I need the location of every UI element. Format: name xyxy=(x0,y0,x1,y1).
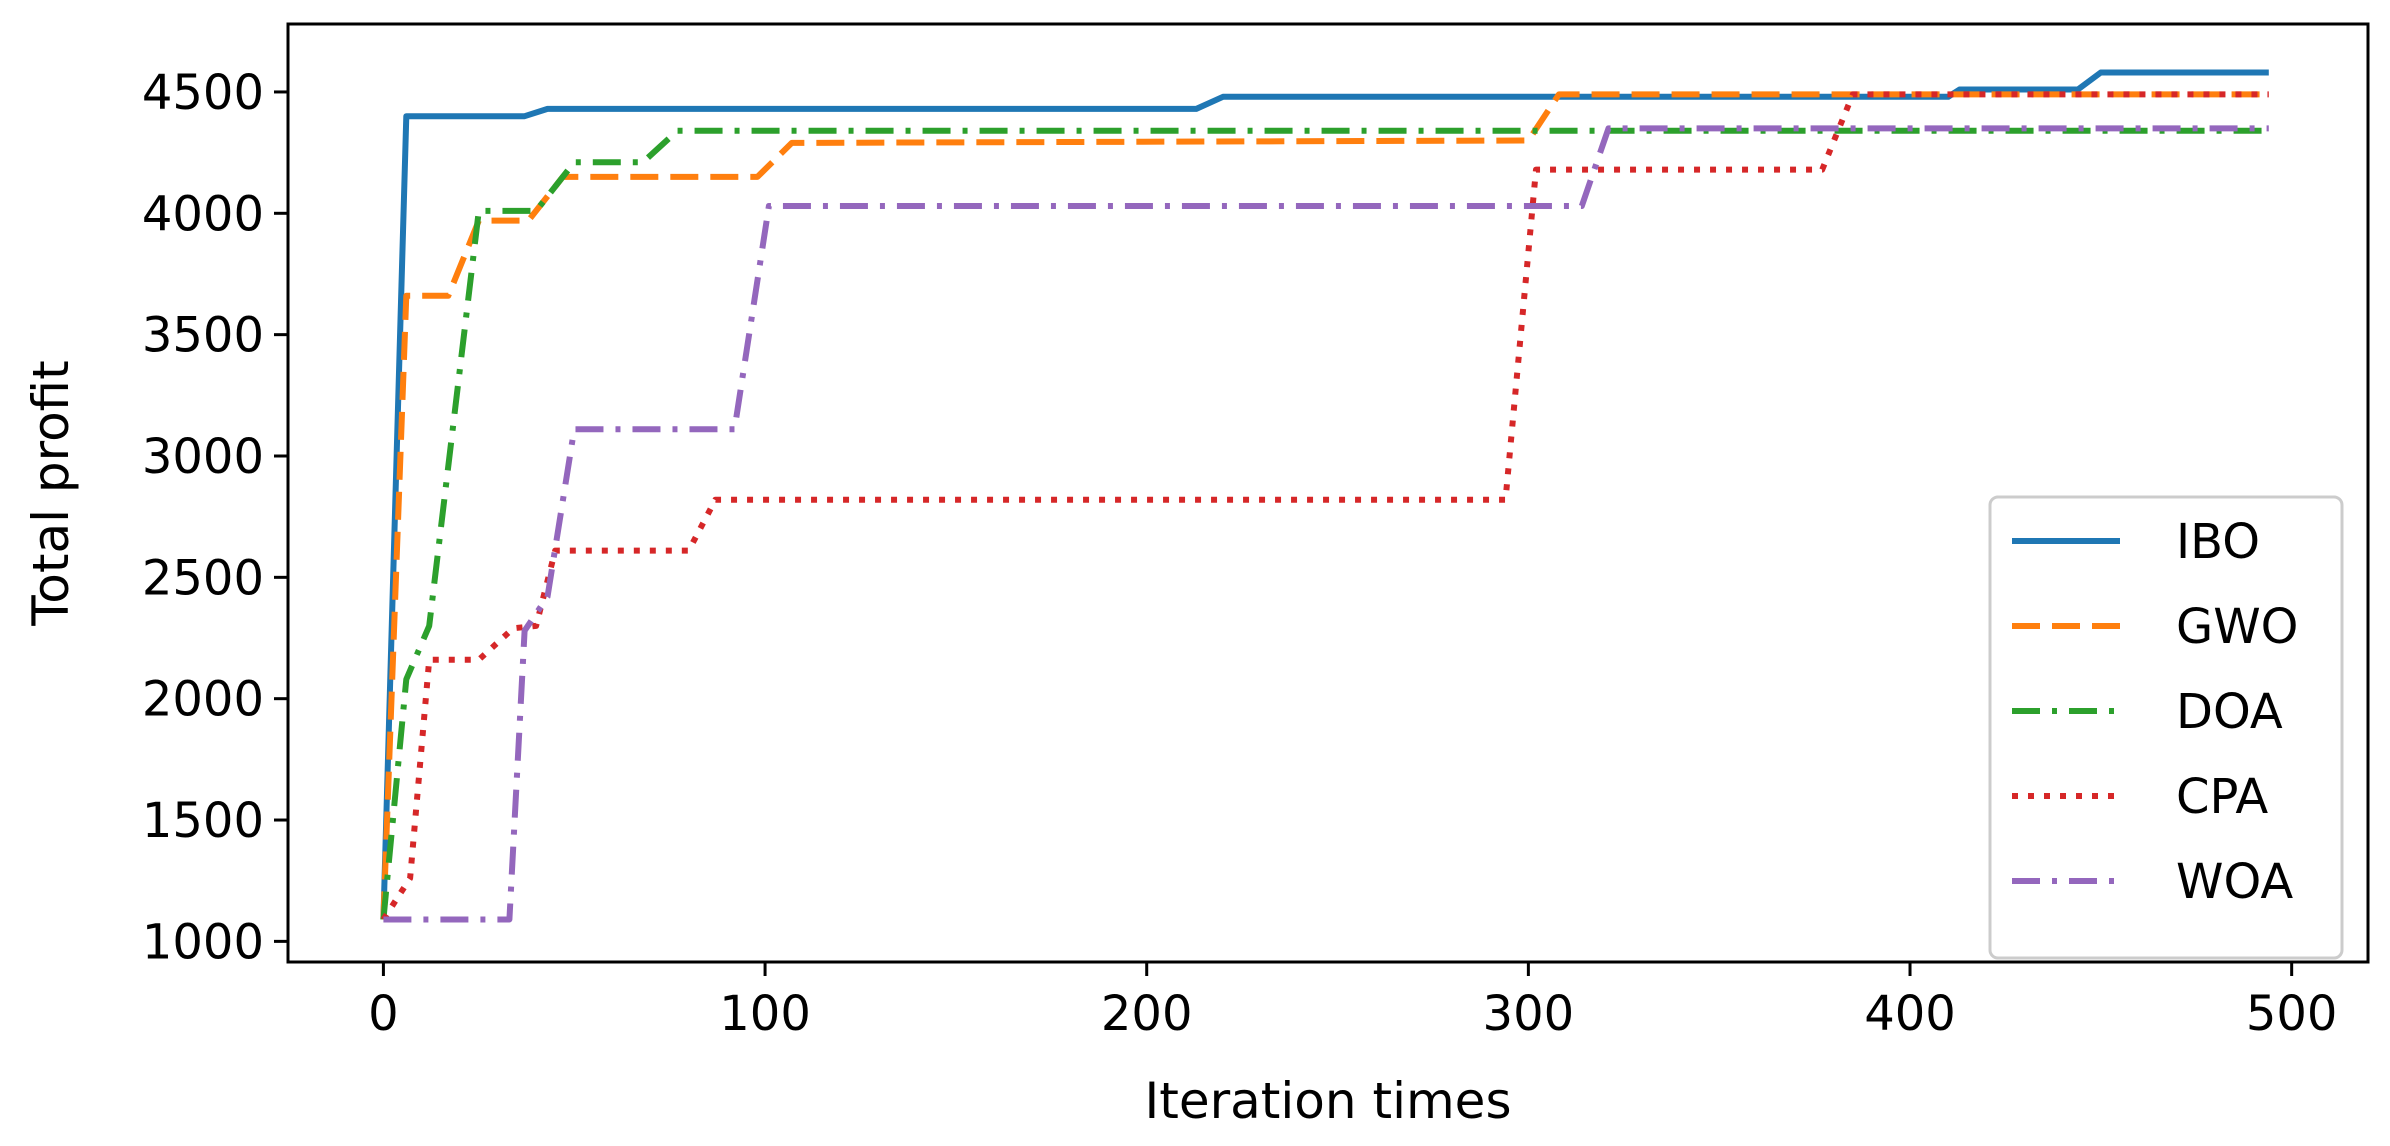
series-line-gwo xyxy=(380,91,2269,920)
series-line-cpa xyxy=(380,91,2269,922)
y-axis-ticks: 1000 1500 2000 2500 3000 3500 4000 4500 xyxy=(142,65,288,970)
x-axis-label: Iteration times xyxy=(1145,1072,1512,1130)
x-tick-label: 0 xyxy=(368,986,399,1042)
x-tick-label: 100 xyxy=(719,986,811,1042)
y-tick-label: 3500 xyxy=(142,308,264,364)
y-tick-label: 2500 xyxy=(142,550,264,606)
legend-label-gwo: GWO xyxy=(2176,599,2298,655)
legend-label-cpa: CPA xyxy=(2176,769,2268,825)
y-tick-label: 2000 xyxy=(142,672,264,728)
x-tick-label: 400 xyxy=(1864,986,1956,1042)
legend-label-doa: DOA xyxy=(2176,684,2283,740)
plot-area xyxy=(380,69,2269,923)
series-line-ibo xyxy=(380,69,2269,920)
y-tick-label: 1500 xyxy=(142,793,264,849)
y-tick-label: 1000 xyxy=(142,914,264,970)
legend-label-ibo: IBO xyxy=(2176,514,2260,570)
y-tick-label: 4000 xyxy=(142,186,264,242)
legend: IBO GWO DOA CPA WOA xyxy=(1988,495,2344,960)
series-line-woa xyxy=(383,125,2269,923)
x-axis-ticks: 0 100 200 300 400 500 xyxy=(368,962,2337,1042)
series-line-doa xyxy=(380,127,2269,920)
y-axis-label: Total profit xyxy=(22,360,80,627)
legend-box xyxy=(1988,495,2344,960)
legend-label-woa: WOA xyxy=(2176,854,2293,910)
x-tick-label: 200 xyxy=(1101,986,1193,1042)
y-tick-label: 4500 xyxy=(142,65,264,121)
axes-frame xyxy=(286,22,2370,964)
y-tick-label: 3000 xyxy=(142,429,264,485)
x-tick-label: 300 xyxy=(1483,986,1575,1042)
x-tick-label: 500 xyxy=(2246,986,2338,1042)
